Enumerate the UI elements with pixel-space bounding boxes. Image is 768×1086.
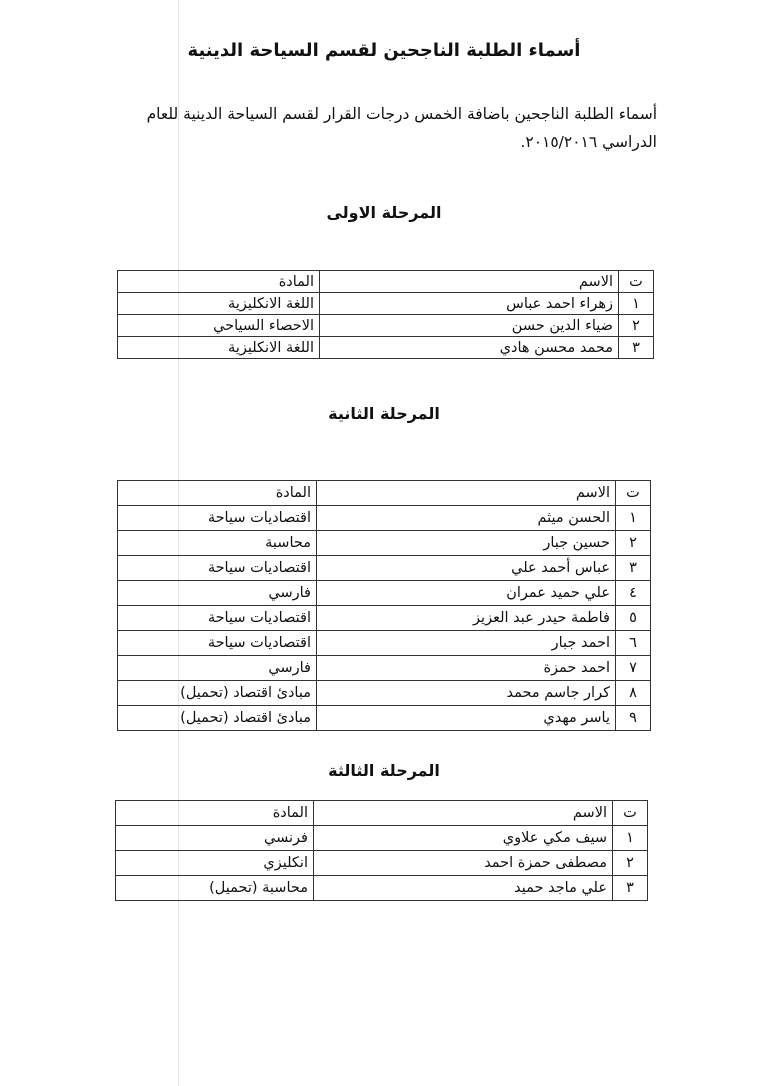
subject-name: اللغة الانكليزية [117, 336, 320, 359]
subject-name: انكليزي [115, 850, 314, 876]
student-name: حسين جبار [316, 530, 616, 556]
table-header-row: ت الاسم المادة [117, 480, 651, 506]
subject-name: فارسي [117, 655, 317, 681]
table-row: ٧ احمد حمزة فارسي [117, 655, 651, 681]
subject-name: محاسبة [117, 530, 317, 556]
header-num: ت [612, 800, 648, 826]
row-number: ٢ [615, 530, 651, 556]
table-row: ٤ علي حميد عمران فارسي [117, 580, 651, 606]
stage-2-table: ت الاسم المادة ١ الحسن ميثم اقتصاديات سياحة ٢ ح… [117, 480, 651, 731]
stage-1-heading: المرحلة الاولى [326, 203, 442, 222]
row-number: ١ [615, 505, 651, 531]
subject-name: اقتصاديات سياحة [117, 630, 317, 656]
header-name: الاسم [316, 480, 616, 506]
header-subject: المادة [117, 270, 320, 293]
table-row: ١ زهراء احمد عباس اللغة الانكليزية [117, 292, 654, 315]
subject-name: الاحصاء السياحي [117, 314, 320, 337]
row-number: ٣ [615, 555, 651, 581]
student-name: ياسر مهدي [316, 705, 616, 731]
stage-3-heading: المرحلة الثالثة [328, 761, 440, 780]
subject-name: اقتصاديات سياحة [117, 605, 317, 631]
header-num: ت [618, 270, 654, 293]
student-name: عباس أحمد علي [316, 555, 616, 581]
student-name: احمد حمزة [316, 655, 616, 681]
student-name: محمد محسن هادي [319, 336, 619, 359]
table-row: ٣ عباس أحمد علي اقتصاديات سياحة [117, 555, 651, 581]
table-row: ١ سيف مكي علاوي فرنسي [115, 825, 648, 851]
student-name: زهراء احمد عباس [319, 292, 619, 315]
header-subject: المادة [117, 480, 317, 506]
document-title: أسماء الطلبة الناجحين لقسم السياحة الدين… [187, 40, 581, 61]
row-number: ٢ [618, 314, 654, 337]
header-num: ت [615, 480, 651, 506]
student-name: سيف مكي علاوي [313, 825, 613, 851]
table-row: ٣ علي ماجد حميد محاسبة (تحميل) [115, 875, 648, 901]
student-name: احمد جبار [316, 630, 616, 656]
table-row: ٦ احمد جبار اقتصاديات سياحة [117, 630, 651, 656]
table-header-row: ت الاسم المادة [115, 800, 648, 826]
row-number: ١ [618, 292, 654, 315]
student-name: الحسن ميثم [316, 505, 616, 531]
stage-1-table: ت الاسم المادة ١ زهراء احمد عباس اللغة الانكل… [117, 270, 654, 359]
subject-name: اللغة الانكليزية [117, 292, 320, 315]
student-name: علي حميد عمران [316, 580, 616, 606]
subject-name: فارسي [117, 580, 317, 606]
table-row: ٥ فاطمة حيدر عبد العزيز اقتصاديات سياحة [117, 605, 651, 631]
row-number: ٥ [615, 605, 651, 631]
row-number: ٣ [612, 875, 648, 901]
table-row: ١ الحسن ميثم اقتصاديات سياحة [117, 505, 651, 531]
subject-name: محاسبة (تحميل) [115, 875, 314, 901]
stage-3-table: ت الاسم المادة ١ سيف مكي علاوي فرنسي ٢ مصطفى حم… [115, 800, 648, 901]
student-name: مصطفى حمزة احمد [313, 850, 613, 876]
row-number: ١ [612, 825, 648, 851]
row-number: ٩ [615, 705, 651, 731]
subject-name: مبادئ اقتصاد (تحميل) [117, 680, 317, 706]
row-number: ٤ [615, 580, 651, 606]
table-row: ٢ حسين جبار محاسبة [117, 530, 651, 556]
row-number: ٣ [618, 336, 654, 359]
student-name: علي ماجد حميد [313, 875, 613, 901]
table-row: ٣ محمد محسن هادي اللغة الانكليزية [117, 336, 654, 359]
student-name: كرار جاسم محمد [316, 680, 616, 706]
stage-2-heading: المرحلة الثانية [328, 404, 440, 423]
subject-name: اقتصاديات سياحة [117, 555, 317, 581]
student-name: ضياء الدين حسن [319, 314, 619, 337]
intro-paragraph: أسماء الطلبة الناجحين باضافة الخمس درجات… [146, 105, 657, 151]
header-subject: المادة [115, 800, 314, 826]
table-row: ٢ ضياء الدين حسن الاحصاء السياحي [117, 314, 654, 337]
subject-name: مبادئ اقتصاد (تحميل) [117, 705, 317, 731]
row-number: ٨ [615, 680, 651, 706]
table-header-row: ت الاسم المادة [117, 270, 654, 293]
table-row: ٨ كرار جاسم محمد مبادئ اقتصاد (تحميل) [117, 680, 651, 706]
header-name: الاسم [313, 800, 613, 826]
row-number: ٦ [615, 630, 651, 656]
row-number: ٢ [612, 850, 648, 876]
table-row: ٢ مصطفى حمزة احمد انكليزي [115, 850, 648, 876]
student-name: فاطمة حيدر عبد العزيز [316, 605, 616, 631]
subject-name: اقتصاديات سياحة [117, 505, 317, 531]
header-name: الاسم [319, 270, 619, 293]
row-number: ٧ [615, 655, 651, 681]
subject-name: فرنسي [115, 825, 314, 851]
table-row: ٩ ياسر مهدي مبادئ اقتصاد (تحميل) [117, 705, 651, 731]
